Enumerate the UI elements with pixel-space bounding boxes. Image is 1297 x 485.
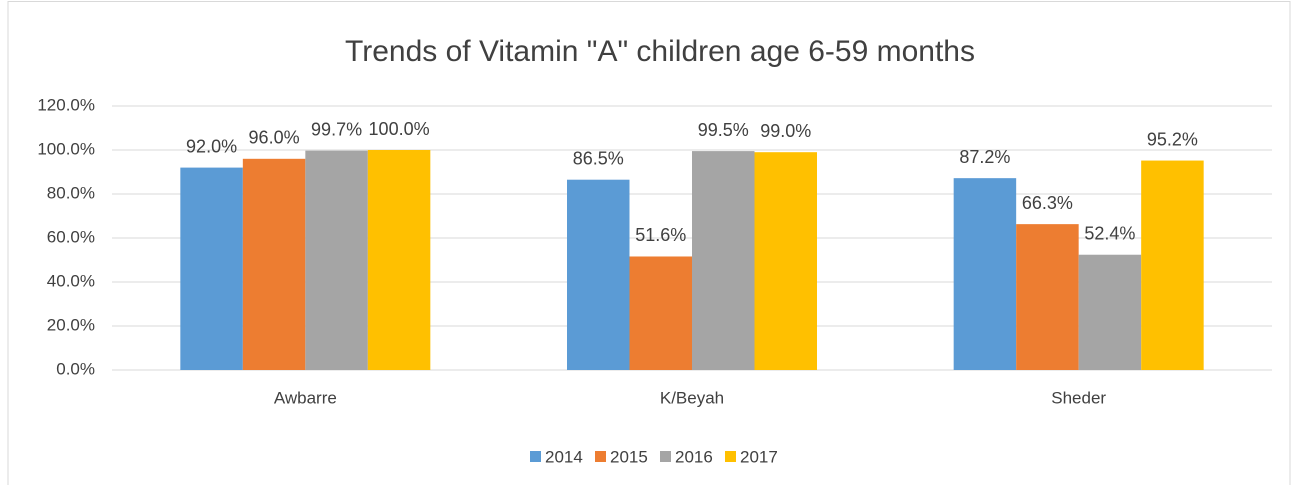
legend-label: 2015: [610, 447, 648, 466]
data-label: 100.0%: [369, 119, 430, 139]
y-tick-label: 60.0%: [47, 227, 95, 246]
legend-swatch: [660, 451, 671, 462]
bar: [242, 158, 306, 370]
y-tick-label: 120.0%: [37, 95, 95, 114]
data-label: 51.6%: [635, 225, 686, 245]
legend-label: 2014: [545, 447, 583, 466]
legend-label: 2016: [675, 447, 713, 466]
bar: [1016, 224, 1079, 370]
bar: [1141, 160, 1204, 370]
bar: [629, 256, 692, 370]
x-tick-label: Sheder: [1051, 388, 1106, 407]
data-label: 96.0%: [249, 128, 300, 148]
bar: [180, 167, 243, 370]
chart-title: Trends of Vitamin "A" children age 6-59 …: [345, 35, 975, 68]
data-label: 92.0%: [186, 136, 237, 156]
data-label: 86.5%: [573, 148, 624, 168]
bar: [305, 150, 368, 370]
bar: [953, 178, 1017, 370]
bar: [692, 151, 755, 370]
bar: [567, 179, 630, 370]
legend-swatch: [725, 451, 736, 462]
data-label: 52.4%: [1084, 223, 1135, 243]
y-tick-label: 40.0%: [47, 271, 95, 290]
data-label: 66.3%: [1022, 193, 1073, 213]
y-tick-label: 80.0%: [47, 183, 95, 202]
x-tick-label: K/Beyah: [660, 388, 724, 407]
legend-label: 2017: [740, 447, 778, 466]
data-label: 87.2%: [959, 147, 1010, 167]
bar: [1078, 254, 1142, 370]
legend-swatch: [595, 451, 606, 462]
y-tick-label: 20.0%: [47, 315, 95, 334]
data-label: 95.2%: [1147, 129, 1198, 149]
x-tick-label: Awbarre: [274, 388, 337, 407]
bar: [754, 152, 817, 370]
bar: [367, 150, 431, 370]
legend-swatch: [530, 451, 541, 462]
y-tick-label: 0.0%: [56, 359, 95, 378]
data-label: 99.0%: [760, 121, 811, 141]
y-tick-label: 100.0%: [37, 139, 95, 158]
data-label: 99.7%: [311, 119, 362, 139]
data-label: 99.5%: [698, 120, 749, 140]
